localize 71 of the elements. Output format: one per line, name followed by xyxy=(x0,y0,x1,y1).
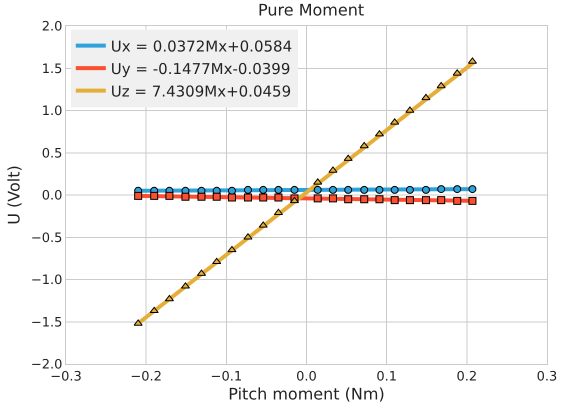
point xyxy=(390,118,400,125)
point xyxy=(181,192,190,201)
point xyxy=(360,186,368,194)
x-tick-label: −0.2 xyxy=(130,370,162,385)
y-axis-title: U (Volt) xyxy=(4,165,24,225)
point xyxy=(164,294,174,302)
point xyxy=(375,186,384,194)
point xyxy=(422,196,430,204)
point xyxy=(134,192,142,200)
legend-label: Uy = -0.1477Mx-0.0399 xyxy=(110,60,290,78)
y-tick-label: 0.5 xyxy=(42,146,62,162)
point xyxy=(328,186,337,194)
x-tick-label: 0.3 xyxy=(536,370,558,385)
point xyxy=(328,194,337,202)
point xyxy=(453,185,462,194)
point xyxy=(165,192,174,200)
x-tick-label: 0.1 xyxy=(376,370,398,385)
point xyxy=(437,185,446,194)
point xyxy=(360,142,369,148)
point xyxy=(290,186,298,194)
y-tick-label: −0.5 xyxy=(30,230,62,246)
point xyxy=(228,194,236,202)
point xyxy=(274,194,282,202)
point xyxy=(390,186,399,194)
point xyxy=(390,196,399,204)
point xyxy=(150,192,158,200)
point xyxy=(421,94,430,100)
y-tick-label: 2.0 xyxy=(42,20,62,35)
point xyxy=(453,196,462,205)
x-tick-label: 0.0 xyxy=(296,370,317,385)
point xyxy=(212,258,222,264)
point xyxy=(180,282,190,289)
point xyxy=(274,186,282,194)
point xyxy=(212,192,221,201)
point xyxy=(436,82,446,88)
point xyxy=(259,194,268,202)
point xyxy=(344,186,352,194)
point xyxy=(437,196,446,204)
point xyxy=(468,57,477,64)
point xyxy=(360,195,368,204)
legend-label: Ux = 0.0372Mx+0.0584 xyxy=(110,37,292,56)
y-tick-label: −1.5 xyxy=(30,315,62,330)
point xyxy=(244,186,252,194)
x-tick-label: −0.1 xyxy=(210,370,242,385)
point xyxy=(244,194,252,202)
point xyxy=(150,306,159,314)
point xyxy=(259,186,268,194)
point xyxy=(468,185,476,194)
legend-label: Uz = 7.4309Mx+0.0459 xyxy=(110,82,292,100)
x-axis-title: Pitch moment (Nm) xyxy=(228,384,385,404)
y-tick-label: 1.5 xyxy=(42,62,62,77)
point xyxy=(290,196,300,204)
point xyxy=(406,186,414,194)
point xyxy=(452,69,462,76)
point xyxy=(406,196,414,204)
x-tick-label: 0.2 xyxy=(456,370,478,385)
point xyxy=(134,319,143,326)
point xyxy=(422,186,430,194)
point xyxy=(258,221,268,228)
point xyxy=(197,192,206,201)
point xyxy=(314,186,322,194)
y-tick-label: −1.0 xyxy=(30,273,62,288)
point xyxy=(227,246,236,252)
point xyxy=(313,178,322,185)
point xyxy=(468,196,476,205)
point xyxy=(314,194,322,202)
point xyxy=(344,195,352,204)
y-tick-label: 1.0 xyxy=(42,104,62,120)
point xyxy=(375,195,384,204)
chart-title: Pure Moment xyxy=(258,0,364,20)
y-tick-label: 0.0 xyxy=(42,188,62,204)
